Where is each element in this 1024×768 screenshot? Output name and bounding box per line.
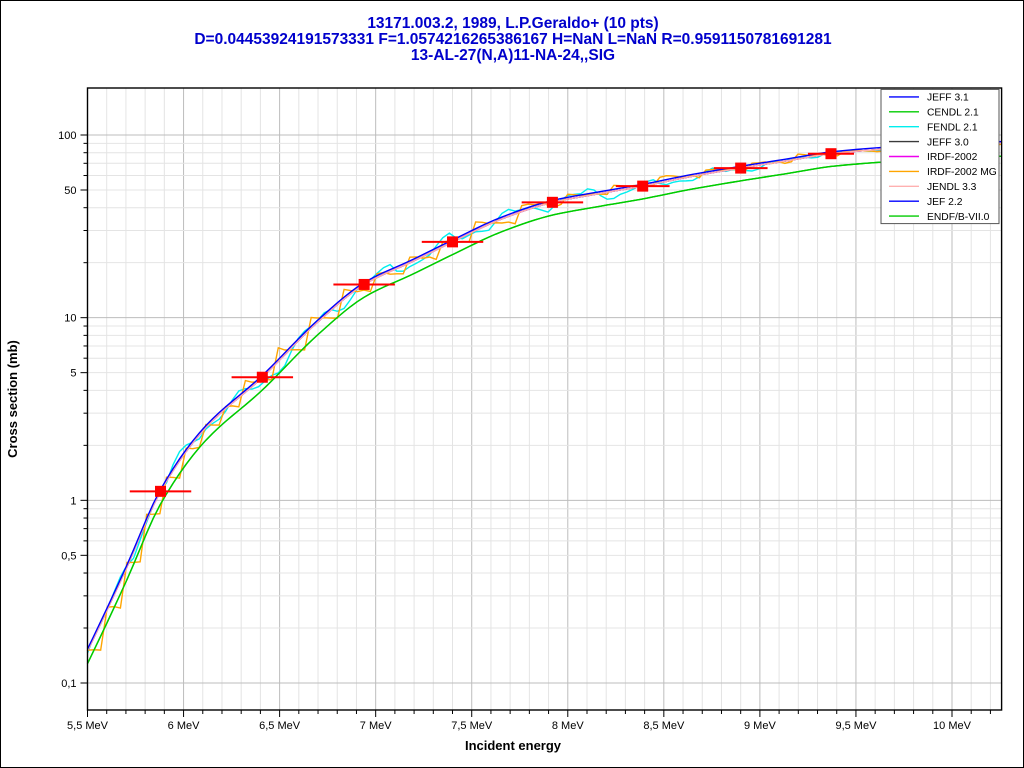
- svg-text:10 MeV: 10 MeV: [933, 720, 972, 732]
- svg-text:6,5 MeV: 6,5 MeV: [259, 720, 301, 732]
- svg-text:5,5 MeV: 5,5 MeV: [67, 720, 109, 732]
- svg-text:6 MeV: 6 MeV: [168, 720, 200, 732]
- svg-text:9,5 MeV: 9,5 MeV: [835, 720, 877, 732]
- svg-text:50: 50: [64, 185, 76, 197]
- svg-text:JENDL 3.3: JENDL 3.3: [927, 182, 977, 193]
- svg-text:JEFF 3.0: JEFF 3.0: [927, 137, 969, 148]
- svg-text:CENDL 2.1: CENDL 2.1: [927, 108, 979, 119]
- svg-text:ENDF/B-VII.0: ENDF/B-VII.0: [927, 212, 990, 223]
- svg-text:IRDF-2002: IRDF-2002: [927, 152, 978, 163]
- svg-text:1: 1: [70, 495, 76, 507]
- svg-text:Incident energy: Incident energy: [465, 738, 562, 753]
- svg-text:8,5 MeV: 8,5 MeV: [643, 720, 685, 732]
- svg-text:13171.003.2, 1989, L.P.Geraldo: 13171.003.2, 1989, L.P.Geraldo+ (10 pts): [367, 15, 658, 32]
- svg-text:Cross section (mb): Cross section (mb): [5, 340, 20, 458]
- svg-text:IRDF-2002 MG: IRDF-2002 MG: [927, 167, 997, 178]
- svg-text:5: 5: [70, 368, 76, 380]
- svg-text:JEFF 3.1: JEFF 3.1: [927, 93, 969, 104]
- svg-text:D=0.04453924191573331 F=1.0574: D=0.04453924191573331 F=1.05742162653861…: [194, 31, 832, 48]
- svg-text:100: 100: [58, 130, 76, 142]
- svg-text:7 MeV: 7 MeV: [360, 720, 392, 732]
- svg-text:10: 10: [64, 313, 76, 325]
- svg-text:7,5 MeV: 7,5 MeV: [451, 720, 493, 732]
- svg-text:0,1: 0,1: [61, 678, 76, 690]
- svg-text:8 MeV: 8 MeV: [552, 720, 584, 732]
- svg-text:9 MeV: 9 MeV: [744, 720, 776, 732]
- svg-text:JEF 2.2: JEF 2.2: [927, 197, 963, 208]
- svg-text:0,5: 0,5: [61, 550, 76, 562]
- svg-text:13-AL-27(N,A)11-NA-24,,SIG: 13-AL-27(N,A)11-NA-24,,SIG: [411, 47, 615, 64]
- svg-text:FENDL 2.1: FENDL 2.1: [927, 122, 978, 133]
